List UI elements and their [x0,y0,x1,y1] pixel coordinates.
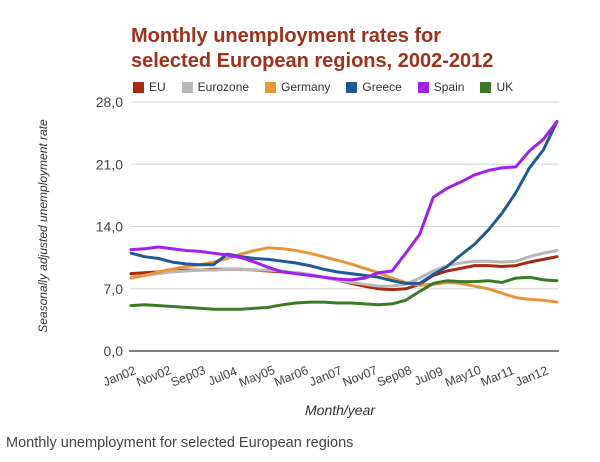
legend-item-greece[interactable]: Greece [346,80,402,94]
legend-label: Eurozone [197,80,250,94]
figure-caption: Monthly unemployment for selected Europe… [6,435,354,451]
legend-swatch [480,81,492,93]
chart-title-line-2: selected European regions, 2002-2012 [131,50,494,72]
x-tick-label: Jul04 [206,364,239,388]
x-tick-label: Jul09 [412,364,445,388]
legend-item-eurozone[interactable]: Eurozone [181,80,250,94]
legend-label: Spain [433,80,465,94]
legend-label: Germany [281,80,331,94]
x-tick-label: Nov02 [134,363,173,390]
y-axis-label: Seasonally adjusted unemployment rate [36,119,50,333]
legend: EU Eurozone Germany Greece Spain UK [133,80,529,94]
x-tick-label: Mar06 [272,363,310,389]
legend-item-spain[interactable]: Spain [417,80,465,94]
legend-swatch [265,81,277,93]
legend-label: UK [496,80,514,94]
x-tick-labels: Jan02Nov02Sep03Jul04May05Mar06Jan07Nov07… [101,363,550,390]
x-tick-label: Nov07 [341,363,380,390]
legend-item-eu[interactable]: EU [133,80,166,94]
x-tick-label: Sep03 [169,363,208,390]
legend-label: EU [149,80,166,94]
x-tick-label: Jan02 [101,363,138,389]
series-lines [129,120,559,311]
legend-label: Greece [362,80,402,94]
series-line-germany[interactable] [129,246,559,304]
x-tick-label: May05 [237,363,277,390]
legend-swatch [133,81,144,93]
x-tick-label: Mar11 [479,363,516,389]
series-line-uk[interactable] [129,275,559,311]
legend-swatch [181,81,193,93]
y-tick-label: 7,0 [104,281,124,297]
y-tick-label: 14,0 [96,219,123,235]
series-line-spain[interactable] [129,120,559,282]
series-line-greece[interactable] [129,120,559,285]
legend-swatch [417,81,429,93]
x-tick-label: Jan12 [513,363,550,389]
legend-item-uk[interactable]: UK [480,80,513,94]
x-tick-label: May10 [443,363,483,390]
y-tick-label: 28,0 [96,94,123,110]
y-tick-labels: 0,0 7,0 14,0 21,0 28,0 [96,94,123,359]
legend-swatch [346,81,358,93]
series-line-eurozone[interactable] [129,249,559,288]
y-tick-label: 21,0 [96,156,123,172]
legend-item-germany[interactable]: Germany [265,80,330,94]
chart-title-line-1: Monthly unemployment rates for [131,25,442,47]
x-axis-label: Month/year [305,402,376,418]
x-tick-label: Sep08 [375,363,414,390]
x-tick-label: Jan07 [307,363,344,389]
chart-title: Monthly unemployment rates for selected … [131,24,551,74]
y-tick-label: 0,0 [104,343,124,359]
